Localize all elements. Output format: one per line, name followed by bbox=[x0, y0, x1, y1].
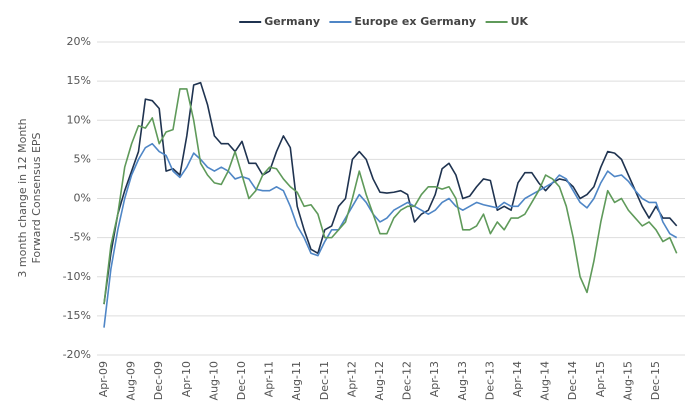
legend-label: UK bbox=[511, 15, 529, 28]
y-tick-label: -15% bbox=[63, 309, 91, 322]
legend-label: Germany bbox=[264, 15, 320, 28]
x-tick-label: Dec-10 bbox=[235, 361, 248, 400]
x-tick-label: Aug-12 bbox=[373, 361, 386, 400]
y-tick-label: 20% bbox=[67, 35, 91, 48]
x-tick-label: Aug-11 bbox=[290, 361, 303, 400]
y-tick-label: -20% bbox=[63, 348, 91, 361]
x-tick-label: Apr-12 bbox=[345, 361, 358, 397]
y-tick-label: 5% bbox=[74, 152, 91, 165]
x-tick-label: Apr-10 bbox=[180, 361, 193, 397]
x-tick-label: Aug-09 bbox=[125, 361, 138, 400]
x-tick-label: Dec-13 bbox=[483, 361, 496, 400]
x-tick-label: Dec-12 bbox=[401, 361, 414, 400]
y-axis-label-line: 3 month change in 12 Month bbox=[16, 118, 29, 277]
y-tick-label: -5% bbox=[70, 231, 91, 244]
y-tick-label: 15% bbox=[67, 74, 91, 87]
x-tick-label: Dec-14 bbox=[566, 361, 579, 400]
x-tick-label: Apr-15 bbox=[594, 361, 607, 397]
y-axis-label: 3 month change in 12 Month Forward Conse… bbox=[16, 118, 43, 277]
y-tick-label: 10% bbox=[67, 113, 91, 126]
y-tick-label: 0% bbox=[74, 192, 91, 205]
x-tick-label: Dec-11 bbox=[318, 361, 331, 400]
series-line bbox=[103, 81, 678, 305]
y-axis-label-line: Forward Consensus EPS bbox=[30, 132, 43, 263]
series-line bbox=[103, 88, 678, 305]
y-tick-label: -10% bbox=[63, 270, 91, 283]
series-line bbox=[103, 142, 678, 328]
x-tick-label: Aug-14 bbox=[539, 361, 552, 400]
x-tick-label: Dec-15 bbox=[649, 361, 662, 400]
x-tick-label: Aug-10 bbox=[207, 361, 220, 400]
x-tick-label: Aug-15 bbox=[621, 361, 634, 400]
legend-label: Europe ex Germany bbox=[354, 15, 476, 28]
x-tick-label: Dec-09 bbox=[152, 361, 165, 400]
x-tick-label: Apr-09 bbox=[97, 361, 110, 397]
x-tick-label: Apr-13 bbox=[428, 361, 441, 397]
x-tick-label: Aug-13 bbox=[456, 361, 469, 400]
x-tick-label: Apr-11 bbox=[263, 361, 276, 397]
x-tick-label: Apr-14 bbox=[511, 361, 524, 397]
